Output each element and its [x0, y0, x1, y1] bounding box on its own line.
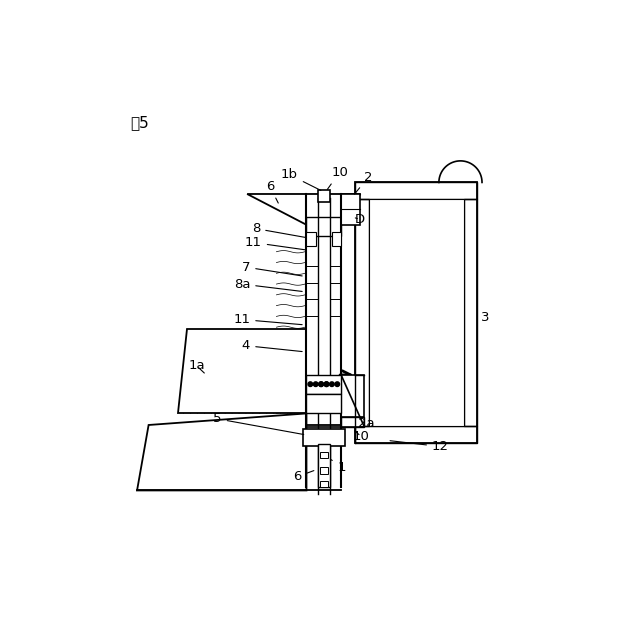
- Bar: [320, 481, 328, 488]
- Text: 2a: 2a: [353, 417, 374, 430]
- Bar: [355, 200, 369, 426]
- Text: D: D: [355, 213, 365, 226]
- Bar: [355, 182, 478, 200]
- Bar: [463, 200, 478, 426]
- Circle shape: [330, 382, 334, 386]
- Text: 12: 12: [390, 440, 449, 453]
- Bar: [307, 217, 341, 236]
- Circle shape: [324, 382, 329, 386]
- Text: 11: 11: [233, 313, 302, 326]
- Text: 7: 7: [242, 261, 302, 276]
- Circle shape: [319, 382, 323, 386]
- Circle shape: [335, 382, 340, 386]
- Bar: [318, 444, 330, 486]
- Bar: [332, 233, 341, 246]
- Circle shape: [308, 382, 313, 386]
- Polygon shape: [247, 194, 360, 225]
- Text: 6: 6: [294, 470, 314, 483]
- Bar: [341, 375, 364, 417]
- Text: 10: 10: [353, 430, 369, 443]
- Text: 10: 10: [327, 166, 348, 190]
- Circle shape: [324, 382, 329, 386]
- Bar: [355, 426, 478, 443]
- Text: 2: 2: [355, 170, 373, 194]
- Circle shape: [313, 382, 318, 386]
- Bar: [307, 394, 341, 414]
- Bar: [369, 200, 463, 426]
- Text: 4: 4: [242, 339, 302, 352]
- Bar: [330, 248, 341, 444]
- Bar: [303, 429, 345, 446]
- Bar: [318, 190, 330, 202]
- Text: 1: 1: [331, 460, 346, 474]
- Bar: [320, 452, 328, 458]
- Polygon shape: [178, 329, 307, 414]
- Text: 1a: 1a: [188, 359, 205, 373]
- Bar: [320, 467, 328, 473]
- Text: 5: 5: [213, 412, 304, 435]
- Text: 8: 8: [252, 222, 305, 238]
- Bar: [307, 375, 341, 394]
- Bar: [341, 417, 364, 427]
- Text: 8a: 8a: [234, 277, 302, 292]
- Circle shape: [319, 382, 323, 386]
- Text: 11: 11: [245, 236, 305, 250]
- Bar: [307, 233, 316, 246]
- Bar: [341, 194, 360, 225]
- Text: 3: 3: [481, 311, 490, 323]
- Polygon shape: [137, 414, 307, 490]
- Text: 1b: 1b: [281, 168, 321, 190]
- Text: 6: 6: [266, 180, 278, 203]
- Text: 囵5: 囵5: [130, 115, 149, 130]
- Bar: [307, 248, 318, 444]
- Polygon shape: [355, 182, 478, 443]
